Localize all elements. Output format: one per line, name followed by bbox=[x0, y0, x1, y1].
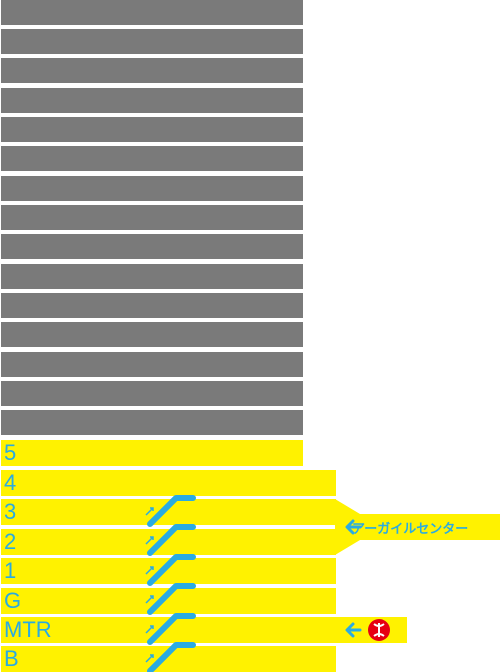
argyle-centre-label: アーガイルセンター bbox=[352, 520, 469, 536]
upper-floor-bar bbox=[1, 58, 303, 83]
floor-label: MTR bbox=[4, 617, 52, 642]
upper-floor-bar bbox=[1, 234, 303, 259]
floor-label: 2 bbox=[4, 529, 17, 554]
mtr-link[interactable] bbox=[344, 618, 390, 642]
left-arrow-icon bbox=[344, 622, 362, 638]
upper-floor-bar bbox=[1, 176, 303, 201]
upper-floor-bar bbox=[1, 29, 303, 54]
upper-floor-bar bbox=[1, 146, 303, 171]
escalator-up-icon[interactable] bbox=[145, 583, 196, 615]
upper-floor-bar bbox=[1, 293, 303, 318]
argyle-centre-link[interactable]: アーガイルセンター bbox=[344, 515, 468, 539]
upper-floor-bar bbox=[1, 117, 303, 142]
upper-floor-bar bbox=[1, 381, 303, 406]
escalator-up-icon[interactable] bbox=[145, 495, 196, 527]
left-arrow-icon bbox=[344, 519, 362, 535]
escalator-up-icon[interactable] bbox=[145, 642, 196, 672]
upper-floor-bar bbox=[1, 322, 303, 347]
escalator-up-icon[interactable] bbox=[145, 613, 196, 645]
floor-bar bbox=[1, 617, 407, 643]
floor-bar bbox=[1, 440, 303, 466]
floor-label: 4 bbox=[4, 470, 17, 495]
escalator-up-icon[interactable] bbox=[145, 524, 196, 556]
floor-label: 3 bbox=[4, 499, 17, 524]
upper-floor-bar bbox=[1, 88, 303, 113]
floor-label: G bbox=[4, 588, 22, 613]
upper-floor-bar bbox=[1, 264, 303, 289]
floor-label: 1 bbox=[4, 558, 17, 583]
floor-label: 5 bbox=[4, 440, 17, 465]
floor-label: B bbox=[4, 646, 19, 671]
upper-floor-bar bbox=[1, 0, 303, 25]
escalator-up-icon[interactable] bbox=[145, 554, 196, 586]
upper-floor-bar bbox=[1, 352, 303, 377]
upper-floor-bar bbox=[1, 205, 303, 230]
upper-floor-bar bbox=[1, 410, 303, 435]
floor-bar bbox=[1, 470, 336, 496]
mtr-logo-icon bbox=[368, 619, 390, 641]
